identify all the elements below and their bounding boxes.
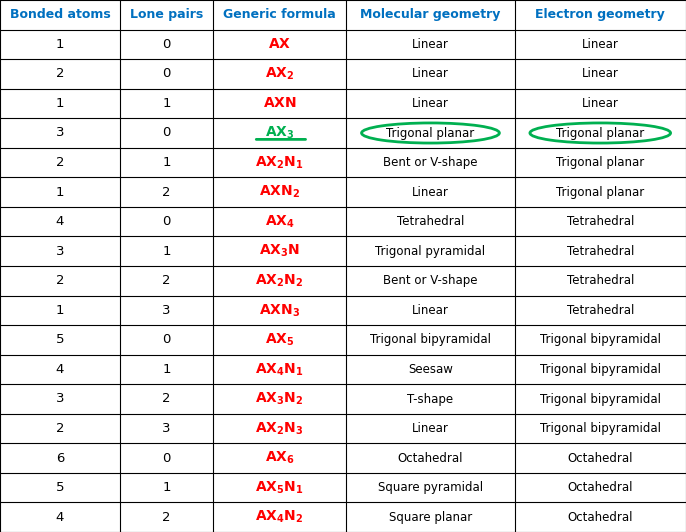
- Text: Seesaw: Seesaw: [408, 363, 453, 376]
- Text: 6: 6: [56, 452, 64, 464]
- Text: 0: 0: [162, 68, 171, 80]
- Text: Square planar: Square planar: [389, 511, 472, 523]
- Text: 3: 3: [162, 304, 171, 317]
- Text: Linear: Linear: [582, 68, 619, 80]
- Text: 0: 0: [162, 38, 171, 51]
- Text: $\mathbf{A}\mathbf{X}_{\mathbf{6}}$: $\mathbf{A}\mathbf{X}_{\mathbf{6}}$: [265, 450, 294, 467]
- Text: Tetrahedral: Tetrahedral: [567, 245, 634, 257]
- Text: 1: 1: [56, 38, 64, 51]
- Text: Bent or V-shape: Bent or V-shape: [383, 275, 477, 287]
- Text: 2: 2: [162, 186, 171, 198]
- Text: $\mathbf{A}\mathbf{X}_{\mathbf{4}}\mathbf{N}_{\mathbf{2}}$: $\mathbf{A}\mathbf{X}_{\mathbf{4}}\mathb…: [255, 509, 304, 526]
- Text: $\mathbf{A}\mathbf{X}_{\mathbf{2}}\mathbf{N}_{\mathbf{3}}$: $\mathbf{A}\mathbf{X}_{\mathbf{2}}\mathb…: [255, 420, 304, 437]
- Text: 4: 4: [56, 363, 64, 376]
- Text: 3: 3: [56, 127, 64, 139]
- Text: 2: 2: [56, 275, 64, 287]
- Text: Linear: Linear: [412, 68, 449, 80]
- Text: $\mathbf{A}\mathbf{X}_{\mathbf{2}}\mathbf{N}_{\mathbf{2}}$: $\mathbf{A}\mathbf{X}_{\mathbf{2}}\mathb…: [255, 272, 304, 289]
- Text: 4: 4: [56, 511, 64, 523]
- Text: $\mathbf{A}\mathbf{X}\mathbf{N}_{\mathbf{3}}$: $\mathbf{A}\mathbf{X}\mathbf{N}_{\mathbf…: [259, 302, 300, 319]
- Text: Trigonal bipyramidal: Trigonal bipyramidal: [370, 334, 491, 346]
- Text: Square pyramidal: Square pyramidal: [378, 481, 483, 494]
- Text: 2: 2: [162, 275, 171, 287]
- Text: 3: 3: [162, 422, 171, 435]
- Text: Octahedral: Octahedral: [567, 481, 633, 494]
- Text: 0: 0: [162, 334, 171, 346]
- Text: Trigonal bipyramidal: Trigonal bipyramidal: [540, 334, 661, 346]
- Text: Linear: Linear: [582, 38, 619, 51]
- Text: Electron geometry: Electron geometry: [535, 9, 665, 21]
- Text: 2: 2: [162, 393, 171, 405]
- Text: 1: 1: [56, 97, 64, 110]
- Text: Molecular geometry: Molecular geometry: [360, 9, 501, 21]
- Text: 1: 1: [162, 363, 171, 376]
- Text: $\mathbf{A}\mathbf{X}_{\mathbf{2}}\mathbf{N}_{\mathbf{1}}$: $\mathbf{A}\mathbf{X}_{\mathbf{2}}\mathb…: [255, 154, 304, 171]
- Text: Linear: Linear: [412, 304, 449, 317]
- Text: Tetrahedral: Tetrahedral: [567, 215, 634, 228]
- Text: Linear: Linear: [412, 38, 449, 51]
- Text: T-shape: T-shape: [407, 393, 453, 405]
- Text: $\mathbf{A}\mathbf{X}$: $\mathbf{A}\mathbf{X}$: [268, 37, 291, 51]
- Text: Tetrahedral: Tetrahedral: [567, 275, 634, 287]
- Text: 1: 1: [162, 156, 171, 169]
- Text: Lone pairs: Lone pairs: [130, 9, 203, 21]
- Text: $\mathbf{A}\mathbf{X}_{\mathbf{4}}\mathbf{N}_{\mathbf{1}}$: $\mathbf{A}\mathbf{X}_{\mathbf{4}}\mathb…: [255, 361, 304, 378]
- Text: 5: 5: [56, 481, 64, 494]
- Text: 2: 2: [162, 511, 171, 523]
- Text: Linear: Linear: [412, 97, 449, 110]
- Text: $\mathbf{A}\mathbf{X}_{\mathbf{4}}$: $\mathbf{A}\mathbf{X}_{\mathbf{4}}$: [265, 213, 294, 230]
- Text: Tetrahedral: Tetrahedral: [567, 304, 634, 317]
- Text: Trigonal planar: Trigonal planar: [386, 127, 475, 139]
- Text: 2: 2: [56, 422, 64, 435]
- Text: 3: 3: [56, 245, 64, 257]
- Text: 1: 1: [162, 481, 171, 494]
- Text: Generic formula: Generic formula: [223, 9, 336, 21]
- Text: Tetrahedral: Tetrahedral: [397, 215, 464, 228]
- Text: $\mathbf{A}\mathbf{X}_{\mathbf{5}}\mathbf{N}_{\mathbf{1}}$: $\mathbf{A}\mathbf{X}_{\mathbf{5}}\mathb…: [255, 479, 304, 496]
- Text: Trigonal bipyramidal: Trigonal bipyramidal: [540, 422, 661, 435]
- Text: Trigonal bipyramidal: Trigonal bipyramidal: [540, 393, 661, 405]
- Text: Trigonal bipyramidal: Trigonal bipyramidal: [540, 363, 661, 376]
- Text: Bent or V-shape: Bent or V-shape: [383, 156, 477, 169]
- Text: 3: 3: [56, 393, 64, 405]
- Text: Linear: Linear: [412, 186, 449, 198]
- Text: 1: 1: [162, 97, 171, 110]
- Text: $\mathbf{A}\mathbf{X}_{\mathbf{3}}$: $\mathbf{A}\mathbf{X}_{\mathbf{3}}$: [265, 125, 294, 141]
- Text: 1: 1: [56, 186, 64, 198]
- Text: Linear: Linear: [412, 422, 449, 435]
- Text: 0: 0: [162, 215, 171, 228]
- Text: Trigonal planar: Trigonal planar: [556, 127, 644, 139]
- Text: 4: 4: [56, 215, 64, 228]
- Text: 5: 5: [56, 334, 64, 346]
- Text: Trigonal pyramidal: Trigonal pyramidal: [375, 245, 486, 257]
- Text: 1: 1: [162, 245, 171, 257]
- Text: Octahedral: Octahedral: [398, 452, 463, 464]
- Text: 0: 0: [162, 452, 171, 464]
- Text: $\mathbf{A}\mathbf{X}\mathbf{N}_{\mathbf{2}}$: $\mathbf{A}\mathbf{X}\mathbf{N}_{\mathbf…: [259, 184, 300, 201]
- Text: 0: 0: [162, 127, 171, 139]
- Text: Trigonal planar: Trigonal planar: [556, 186, 644, 198]
- Text: $\mathbf{A}\mathbf{X}_{\mathbf{5}}$: $\mathbf{A}\mathbf{X}_{\mathbf{5}}$: [265, 331, 294, 348]
- Text: $\mathbf{A}\mathbf{X}\mathbf{N}$: $\mathbf{A}\mathbf{X}\mathbf{N}$: [263, 96, 296, 111]
- Text: 1: 1: [56, 304, 64, 317]
- Text: Linear: Linear: [582, 97, 619, 110]
- Text: $\mathbf{A}\mathbf{X}_{\mathbf{2}}$: $\mathbf{A}\mathbf{X}_{\mathbf{2}}$: [265, 65, 294, 82]
- Text: 2: 2: [56, 156, 64, 169]
- Text: Bonded atoms: Bonded atoms: [10, 9, 110, 21]
- Text: Octahedral: Octahedral: [567, 511, 633, 523]
- Text: $\mathbf{A}\mathbf{X}_{\mathbf{3}}\mathbf{N}$: $\mathbf{A}\mathbf{X}_{\mathbf{3}}\mathb…: [259, 243, 300, 260]
- Text: 2: 2: [56, 68, 64, 80]
- Text: Trigonal planar: Trigonal planar: [556, 156, 644, 169]
- Text: Octahedral: Octahedral: [567, 452, 633, 464]
- Text: $\mathbf{A}\mathbf{X}_{\mathbf{3}}\mathbf{N}_{\mathbf{2}}$: $\mathbf{A}\mathbf{X}_{\mathbf{3}}\mathb…: [255, 391, 304, 407]
